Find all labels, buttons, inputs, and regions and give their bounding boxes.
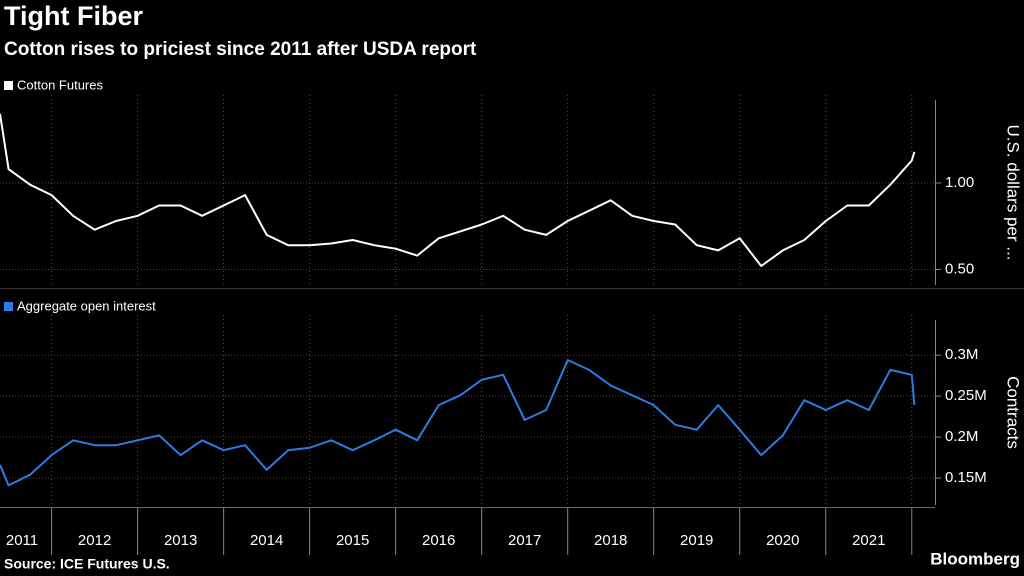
y-axis-title: Contracts bbox=[1004, 376, 1023, 449]
y-tick-label: 0.2M bbox=[945, 428, 978, 445]
y-tick-label: 0.15M bbox=[945, 469, 987, 486]
x-tick-label: 2013 bbox=[164, 532, 197, 549]
legend-label: Aggregate open interest bbox=[17, 298, 156, 313]
x-tick-label: 2016 bbox=[422, 532, 455, 549]
chart-subtitle: Cotton rises to priciest since 2011 afte… bbox=[4, 39, 477, 60]
legend-swatch bbox=[4, 302, 13, 311]
x-tick-label: 2020 bbox=[766, 532, 799, 549]
chart-title: Tight Fiber bbox=[4, 1, 143, 31]
x-tick-label: 2021 bbox=[852, 532, 885, 549]
x-tick-label: 2011 bbox=[6, 532, 38, 549]
legend-label: Cotton Futures bbox=[17, 77, 103, 92]
legend-swatch bbox=[4, 81, 13, 90]
x-tick-label: 2012 bbox=[78, 532, 111, 549]
y-tick-label: 0.50 bbox=[945, 260, 974, 277]
source: Source: ICE Futures U.S. bbox=[4, 556, 170, 572]
x-tick-label: 2019 bbox=[680, 532, 713, 549]
x-tick-label: 2015 bbox=[336, 532, 369, 549]
line bbox=[0, 113, 916, 267]
y-tick-label: 0.3M bbox=[945, 346, 978, 363]
y-axis-title: U.S. dollars per ... bbox=[1004, 124, 1023, 260]
line bbox=[0, 359, 916, 487]
brand: Bloomberg bbox=[930, 549, 1020, 568]
x-tick-label: 2014 bbox=[250, 532, 283, 549]
y-tick-label: 0.25M bbox=[945, 387, 987, 404]
y-tick-label: 1.00 bbox=[945, 174, 974, 191]
x-tick-label: 2018 bbox=[594, 532, 627, 549]
x-tick-label: 2017 bbox=[508, 532, 541, 549]
